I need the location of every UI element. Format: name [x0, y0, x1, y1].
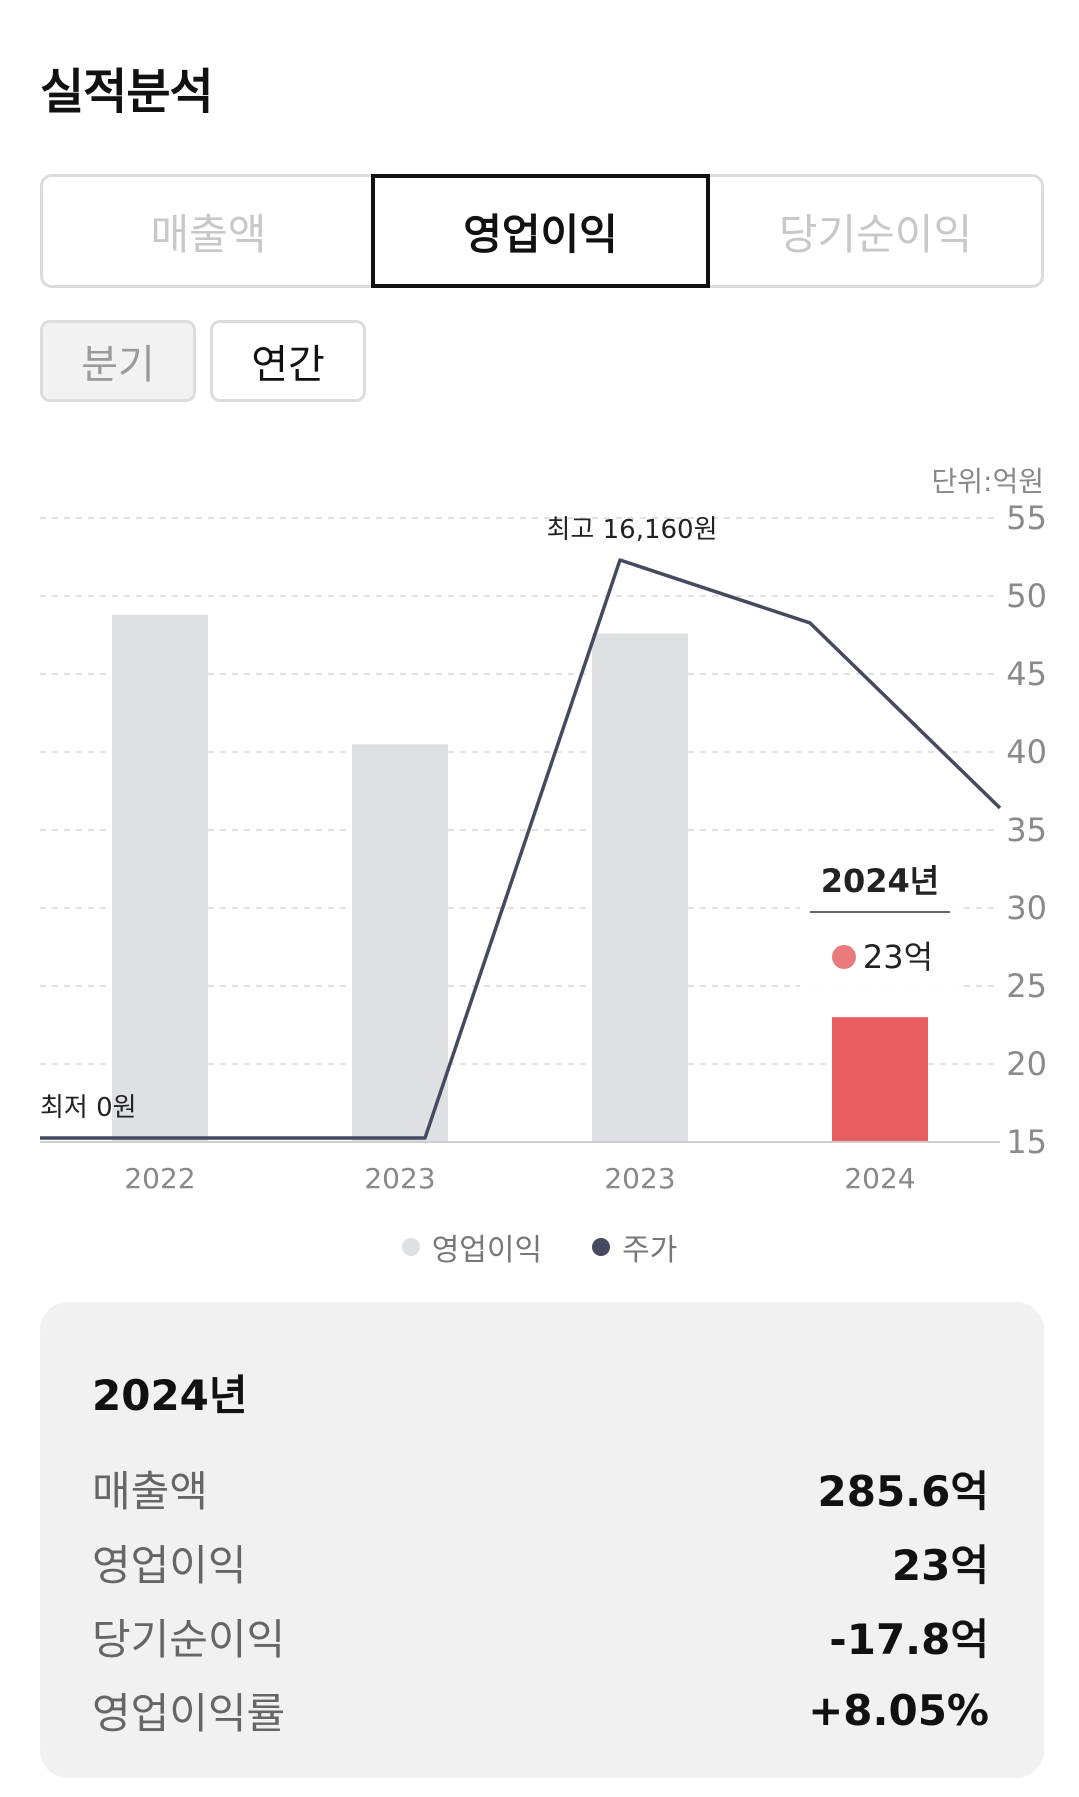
- y-tick-label: 40: [1006, 733, 1047, 771]
- tab-revenue[interactable]: 매출액: [150, 209, 267, 259]
- y-tick-label: 25: [1006, 967, 1047, 1005]
- x-tick-label: 2024: [844, 1162, 915, 1195]
- tooltip-dot-icon: [832, 945, 856, 969]
- annual-button[interactable]: 연간: [210, 320, 366, 402]
- y-tick-label: 45: [1006, 655, 1047, 693]
- tab-net-income[interactable]: 당기순이익: [707, 177, 1041, 285]
- y-tick-label: 35: [1006, 811, 1047, 849]
- tooltip-title: 2024년: [821, 862, 940, 900]
- summary-year: 2024년: [92, 1371, 248, 1420]
- legend-dot-icon: [592, 1238, 611, 1256]
- bar: [352, 744, 448, 1142]
- summary-value: +8.05%: [808, 1685, 989, 1735]
- summary-card: 2024년 매출액 285.6억 영업이익 23억 당기순이익 -17.8억 영…: [40, 1302, 1044, 1778]
- legend-label: 주가: [622, 1233, 678, 1268]
- x-tick-label: 2023: [604, 1162, 675, 1195]
- tooltip-box: [800, 840, 960, 990]
- legend-item-stock-price: 주가: [592, 1225, 677, 1269]
- legend-item-operating-profit: 영업이익: [401, 1225, 543, 1269]
- metric-tabs: 매출액 영업이익 당기순이익: [40, 174, 1044, 288]
- x-tick-label: 2022: [124, 1162, 195, 1195]
- y-tick-label: 55: [1006, 499, 1047, 537]
- quarterly-button[interactable]: 분기: [40, 320, 196, 402]
- bar: [112, 614, 208, 1142]
- chart-legend: 영업이익 주가: [0, 1225, 1079, 1269]
- legend-label: 영업이익: [431, 1233, 543, 1268]
- bar: [832, 1017, 928, 1142]
- summary-row-revenue: 매출액 285.6억: [92, 1451, 989, 1525]
- tab-operating-profit[interactable]: 영업이익: [371, 174, 710, 288]
- unit-label: 단위:억원: [931, 465, 1044, 498]
- summary-value: 23억: [891, 1540, 989, 1590]
- high-annotation: 최고 16,160원: [547, 515, 718, 545]
- summary-label: 매출액: [92, 1466, 208, 1516]
- summary-label: 영업이익률: [92, 1688, 286, 1738]
- y-tick-label: 50: [1006, 577, 1047, 615]
- summary-label: 영업이익: [92, 1540, 247, 1590]
- summary-row-margin: 영업이익률 +8.05%: [92, 1673, 989, 1747]
- summary-label: 당기순이익: [92, 1614, 286, 1664]
- stock-price-line: [40, 558, 1002, 1140]
- summary-row-operating-profit: 영업이익 23억: [92, 1525, 989, 1599]
- y-tick-label: 20: [1006, 1045, 1047, 1083]
- y-tick-label: 15: [1006, 1123, 1047, 1161]
- summary-row-net-income: 당기순이익 -17.8억: [92, 1599, 989, 1673]
- legend-dot-icon: [401, 1238, 420, 1256]
- low-annotation: 최저 0원: [40, 1093, 137, 1123]
- period-toggle: 분기 연간: [40, 320, 366, 402]
- x-tick-label: 2023: [364, 1162, 435, 1195]
- performance-chart: 15 20 25 30 35 40 45 50 55 2022 2023 2023 2024 최저 0원 최…: [40, 499, 1047, 1195]
- bar: [592, 633, 688, 1142]
- tooltip-value: 23억: [863, 938, 933, 976]
- y-tick-label: 30: [1006, 889, 1047, 927]
- page-title: 실적분석: [40, 64, 214, 120]
- summary-value: -17.8억: [829, 1614, 989, 1664]
- summary-value: 285.6억: [817, 1466, 990, 1516]
